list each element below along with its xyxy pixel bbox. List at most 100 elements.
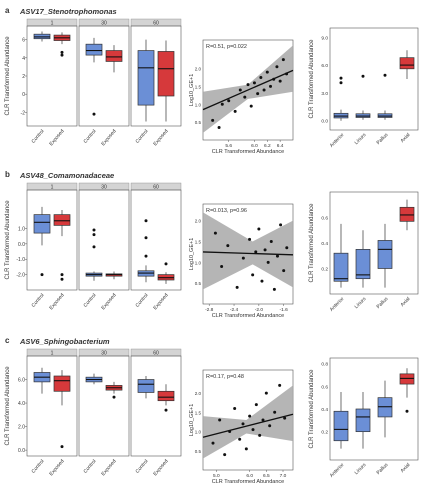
group-y-tick-label: 0.8 bbox=[321, 362, 328, 368]
scatter-point-0 bbox=[211, 118, 215, 122]
facet-strip-label: 60 bbox=[153, 185, 159, 191]
facet-1-control-outlier-1 bbox=[92, 233, 96, 237]
scatter-point-10 bbox=[254, 403, 258, 407]
facet-0-exposed-box bbox=[53, 375, 71, 392]
box-y-tick-label: 2 bbox=[22, 74, 25, 80]
box-x-tick-label: Exposed bbox=[100, 458, 117, 477]
box-x-tick-label: Exposed bbox=[100, 292, 117, 311]
scatter-point-2 bbox=[223, 453, 227, 457]
facet-0-exposed-outlier-0 bbox=[60, 273, 64, 277]
box-y-axis-label: CLR Transformed Abundance bbox=[5, 366, 11, 446]
scatter-x-tick-label: 5.6 bbox=[225, 143, 232, 149]
scatter-y-tick-label: 2.0 bbox=[195, 219, 202, 224]
box-x-tick-label: Control bbox=[83, 128, 98, 144]
facet-strip-label: 1 bbox=[51, 185, 54, 191]
box-x-tick-label: Control bbox=[31, 292, 46, 308]
scatter-y-tick-label: 0.5 bbox=[195, 120, 202, 125]
confidence-band bbox=[203, 212, 293, 290]
group-y-tick-label: 6.0 bbox=[321, 63, 328, 69]
group-y-tick-label: 0.6 bbox=[321, 384, 328, 390]
scatter-point-16 bbox=[282, 269, 286, 273]
scatter-x-tick-label: -2.0 bbox=[255, 307, 264, 313]
panel-c: c ASV6_Sphingobacterium CLR Transformed Ab… bbox=[5, 336, 419, 485]
panel-letter: b bbox=[5, 170, 10, 179]
group-x-tick-label: Anterior bbox=[329, 296, 346, 313]
scatter-y-tick-label: 1.0 bbox=[195, 260, 202, 265]
scatter-point-17 bbox=[278, 79, 282, 83]
scatter-x-tick-label: 6.2 bbox=[264, 143, 271, 149]
box-y-tick-label: -2 bbox=[21, 110, 26, 116]
regression-line bbox=[202, 251, 294, 256]
scatter-x-axis-label: CLR Transformed Abundance bbox=[212, 313, 284, 319]
scatter-point-10 bbox=[256, 92, 260, 96]
scatter-point-1 bbox=[218, 418, 222, 422]
box-x-tick-label: Exposed bbox=[152, 292, 169, 311]
group-y-tick-label: 0.2 bbox=[321, 267, 328, 273]
facet-2-exposed-box bbox=[157, 51, 175, 97]
regression-line bbox=[202, 413, 294, 438]
facet-2-exposed-outlier-0 bbox=[164, 262, 168, 266]
group-y-tick-label: 9.0 bbox=[321, 35, 328, 41]
facet-2-control-box bbox=[137, 379, 155, 393]
group-x-tick-label: Axial bbox=[400, 132, 412, 144]
panel-a: a ASV17_Stenotrophomonas CLR Transformed A… bbox=[5, 6, 419, 155]
facet-2-exposed-outlier-0 bbox=[164, 408, 168, 412]
scatter-point-11 bbox=[259, 76, 263, 79]
scatter-point-7 bbox=[254, 250, 258, 254]
group-y-tick-label: 0.4 bbox=[321, 407, 328, 413]
scatter-point-16 bbox=[275, 65, 279, 69]
scatter-point-13 bbox=[264, 391, 268, 395]
panel-letter: c bbox=[5, 336, 10, 345]
facet-strip-label: 30 bbox=[101, 351, 107, 357]
scatter-x-tick-label: 6.0 bbox=[246, 473, 253, 479]
scatter-point-6 bbox=[243, 95, 247, 99]
group-2-box bbox=[377, 240, 393, 269]
facet-2-control-outlier-1 bbox=[144, 236, 148, 240]
scatter-point-6 bbox=[251, 273, 255, 277]
scatter-point-11 bbox=[266, 260, 270, 264]
facet-1-control-outlier-2 bbox=[92, 245, 96, 249]
facet-panel-border bbox=[78, 25, 130, 127]
facet-strip-label: 30 bbox=[101, 21, 107, 27]
facet-2-control-outlier-2 bbox=[144, 219, 148, 223]
facet-panel-border bbox=[130, 25, 182, 127]
box-x-tick-label: Exposed bbox=[48, 292, 65, 311]
scatter-point-4 bbox=[233, 406, 237, 410]
scatter-x-axis-label: CLR Transformed Abundance bbox=[212, 149, 284, 155]
box-y-tick-label: 2.0 bbox=[18, 425, 25, 431]
scatter-point-14 bbox=[269, 84, 272, 88]
group-panel-border bbox=[329, 357, 419, 461]
scatter-point-8 bbox=[248, 414, 252, 418]
scatter-x-tick-label: 6.5 bbox=[263, 473, 270, 479]
box-y-tick-label: 4 bbox=[22, 56, 25, 62]
group-1-outlier-0 bbox=[361, 74, 365, 78]
scatter-point-16 bbox=[278, 383, 282, 387]
scatter-point-6 bbox=[241, 422, 245, 426]
group-x-tick-label: Pallus bbox=[376, 132, 390, 146]
box-y-tick-label: 0.0 bbox=[18, 448, 25, 454]
correlation-annotation: R=0.013, p=0.96 bbox=[206, 208, 247, 214]
box-x-tick-label: Control bbox=[31, 458, 46, 474]
facet-panel-border bbox=[130, 355, 182, 457]
scatter-point-12 bbox=[262, 88, 266, 92]
scatter-point-3 bbox=[227, 99, 231, 103]
scatter-point-8 bbox=[257, 227, 261, 231]
group-x-tick-label: Linurs bbox=[354, 462, 368, 476]
group-2-box bbox=[377, 397, 393, 418]
scatter-y-axis-label: Log10_GE+1 bbox=[189, 238, 195, 271]
scatter-point-12 bbox=[269, 240, 273, 243]
group-x-tick-label: Linurs bbox=[354, 132, 368, 146]
facet-0-exposed-outlier-1 bbox=[60, 53, 64, 57]
facet-strip-label: 1 bbox=[51, 21, 54, 27]
box-x-tick-label: Exposed bbox=[48, 458, 65, 477]
confidence-band bbox=[203, 385, 293, 459]
group-1-box bbox=[355, 408, 371, 433]
group-panel-border bbox=[329, 191, 419, 295]
scatter-y-tick-label: 1.5 bbox=[195, 410, 202, 415]
facet-panel-border bbox=[130, 189, 182, 291]
scatter-y-tick-label: 0.5 bbox=[195, 449, 202, 454]
scatter-y-tick-label: 1.5 bbox=[195, 240, 202, 245]
scatter-x-tick-label: 6.4 bbox=[277, 143, 284, 149]
box-x-tick-label: Control bbox=[135, 128, 150, 144]
scatter-point-7 bbox=[246, 83, 250, 87]
